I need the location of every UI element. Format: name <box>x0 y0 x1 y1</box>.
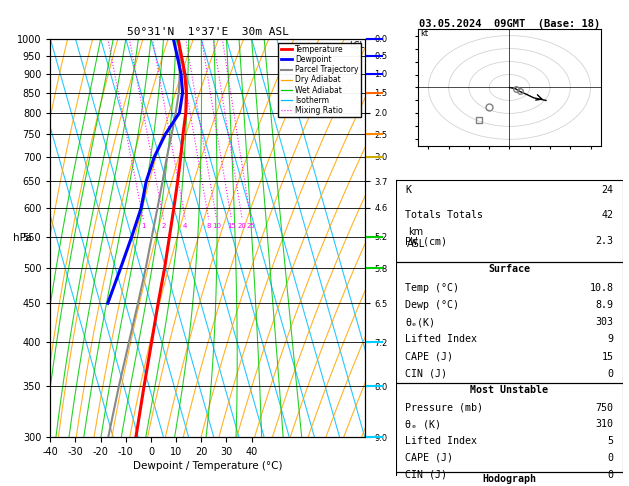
Text: PW (cm): PW (cm) <box>405 236 447 246</box>
Text: 15: 15 <box>227 223 236 229</box>
Text: 24: 24 <box>602 185 614 195</box>
Text: 8: 8 <box>206 223 211 229</box>
Text: 10: 10 <box>212 223 221 229</box>
Text: 03.05.2024  09GMT  (Base: 18): 03.05.2024 09GMT (Base: 18) <box>419 19 600 29</box>
Text: 8.9: 8.9 <box>596 300 614 310</box>
Text: Most Unstable: Most Unstable <box>470 385 548 395</box>
Text: Pressure (mb): Pressure (mb) <box>405 402 483 413</box>
Text: 5: 5 <box>608 436 614 446</box>
Text: 2: 2 <box>161 223 165 229</box>
Text: 0: 0 <box>608 453 614 463</box>
Text: Totals Totals: Totals Totals <box>405 210 483 220</box>
Y-axis label: km
ASL: km ASL <box>406 227 425 249</box>
Text: 0: 0 <box>608 470 614 480</box>
Text: hPa: hPa <box>13 233 31 243</box>
Text: Lifted Index: Lifted Index <box>405 334 477 345</box>
Text: CIN (J): CIN (J) <box>405 470 447 480</box>
Text: K: K <box>405 185 411 195</box>
X-axis label: Dewpoint / Temperature (°C): Dewpoint / Temperature (°C) <box>133 461 282 471</box>
Text: θₑ (K): θₑ (K) <box>405 419 442 429</box>
Text: θₑ(K): θₑ(K) <box>405 317 435 327</box>
Text: kt: kt <box>420 29 428 37</box>
Text: 0: 0 <box>608 369 614 379</box>
Text: 310: 310 <box>596 419 614 429</box>
Text: CIN (J): CIN (J) <box>405 369 447 379</box>
Text: 1: 1 <box>141 223 145 229</box>
Text: 750: 750 <box>596 402 614 413</box>
Text: 9: 9 <box>608 334 614 345</box>
Text: LCL: LCL <box>349 41 364 50</box>
Text: Surface: Surface <box>489 264 530 274</box>
Text: 2.3: 2.3 <box>596 236 614 246</box>
Text: Lifted Index: Lifted Index <box>405 436 477 446</box>
Text: 25: 25 <box>247 223 255 229</box>
Text: 303: 303 <box>596 317 614 327</box>
Text: CAPE (J): CAPE (J) <box>405 352 454 362</box>
Text: 42: 42 <box>602 210 614 220</box>
Text: 10.8: 10.8 <box>589 283 614 293</box>
Text: 4: 4 <box>183 223 187 229</box>
Legend: Temperature, Dewpoint, Parcel Trajectory, Dry Adiabat, Wet Adiabat, Isotherm, Mi: Temperature, Dewpoint, Parcel Trajectory… <box>279 43 361 117</box>
Text: Dewp (°C): Dewp (°C) <box>405 300 459 310</box>
Text: Temp (°C): Temp (°C) <box>405 283 459 293</box>
Text: 15: 15 <box>602 352 614 362</box>
Text: Hodograph: Hodograph <box>482 474 537 484</box>
Title: 50°31'N  1°37'E  30m ASL: 50°31'N 1°37'E 30m ASL <box>126 27 289 37</box>
Text: CAPE (J): CAPE (J) <box>405 453 454 463</box>
Text: 20: 20 <box>238 223 247 229</box>
